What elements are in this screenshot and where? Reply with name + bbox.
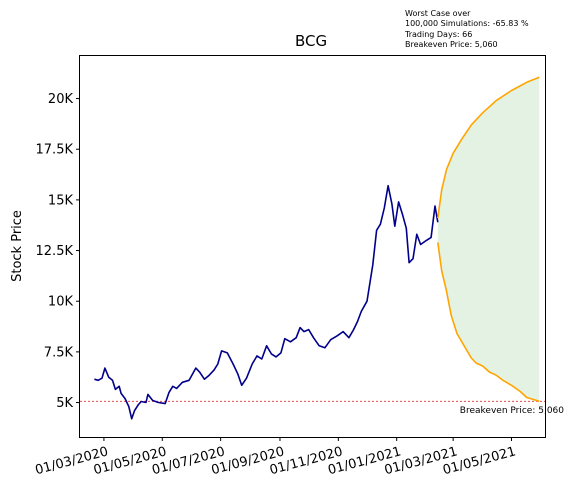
chart-title: BCG (295, 32, 327, 50)
projection-band (437, 77, 540, 402)
y-tick-label: 20K (48, 92, 74, 107)
annotation-block: Worst Case over 100,000 Simulations: -65… (404, 9, 529, 49)
y-tick-label: 15K (48, 193, 74, 208)
plot-frame (79, 55, 546, 438)
annotation-line: Trading Days: 66 (404, 30, 472, 39)
y-tick-label: 5K (56, 396, 73, 411)
y-tick-label: 10K (48, 295, 74, 310)
annotation-line: Worst Case over (405, 9, 471, 18)
breakeven-label: Breakeven Price: 5,060 (460, 406, 564, 416)
y-tick-label: 17.5K (36, 143, 74, 158)
historical-price-line (94, 184, 439, 420)
y-tick-label: 12.5K (36, 244, 74, 259)
annotation-line: 100,000 Simulations: -65.83 % (405, 19, 529, 28)
annotation-line: Breakeven Price: 5,060 (405, 40, 498, 49)
projection-lower-line (437, 242, 540, 403)
y-axis-label: Stock Price (10, 210, 25, 282)
y-tick-label: 7.5K (44, 345, 74, 360)
projection-upper-line (437, 76, 540, 219)
